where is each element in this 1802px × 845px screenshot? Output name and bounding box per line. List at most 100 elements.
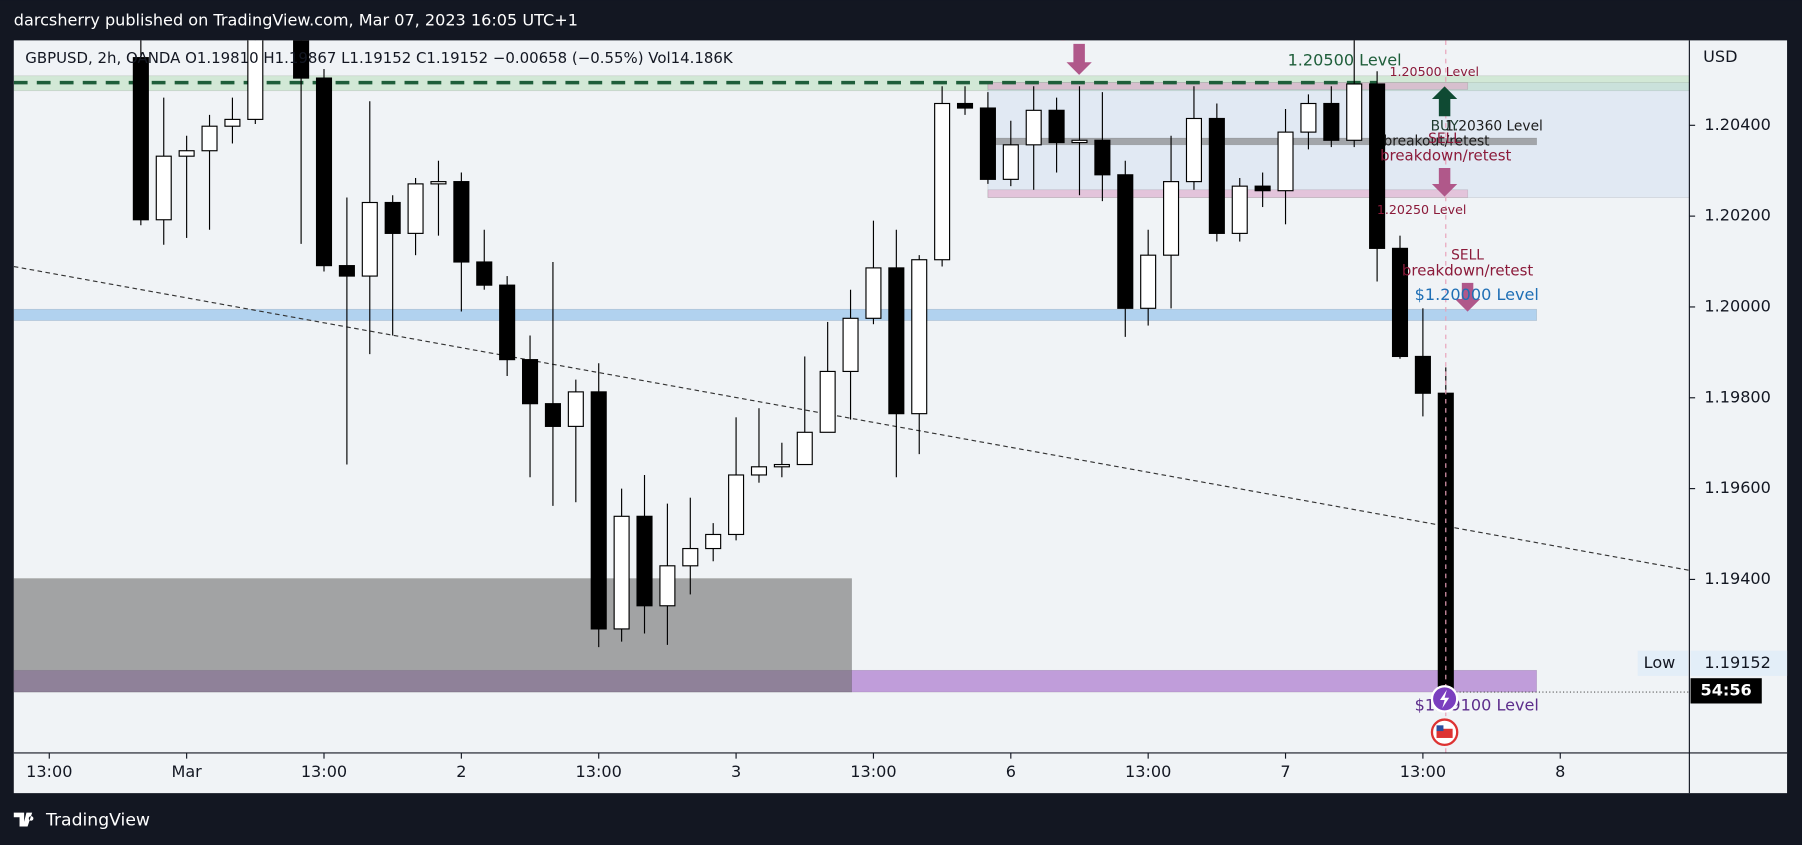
annotation-arrow [1066, 43, 1092, 75]
candle-body [453, 181, 470, 263]
arrow-shape [1454, 282, 1481, 312]
candle-body [842, 317, 859, 373]
y-tick-label: 1.19600 [1704, 478, 1771, 497]
candle-body [499, 284, 516, 361]
annotation-arrow [1431, 167, 1458, 197]
annotation-label: $1.20000 Level [1415, 285, 1539, 304]
candle-body [1369, 83, 1386, 249]
y-tick-label: 1.19400 [1704, 569, 1771, 588]
candle-body [1391, 247, 1409, 358]
symbol-legend: GBPUSD, 2h, OANDA O1.19810 H1.19867 L1.1… [25, 49, 734, 67]
low-price-badge [1690, 650, 1788, 676]
candle-body [705, 533, 722, 550]
candle-body [1002, 144, 1019, 180]
annotation-label: 1.20360 Level [1445, 119, 1543, 135]
candle-body [1094, 139, 1111, 176]
candle-body [1414, 355, 1431, 394]
candle-body [590, 391, 607, 630]
flag-stripes [1436, 728, 1453, 738]
price-zone [13, 578, 852, 693]
price-zone [987, 82, 1469, 90]
candle-body [224, 118, 241, 127]
candle-body [659, 565, 676, 607]
annotation-label: BUY [1431, 119, 1460, 135]
candle-body [1254, 185, 1271, 192]
candle-body [1071, 139, 1088, 144]
logo-icon [13, 812, 34, 827]
candle-body [636, 515, 653, 607]
candle-body [132, 57, 149, 221]
x-tick-label: 13:00 [850, 762, 896, 781]
candle-body [1185, 117, 1203, 183]
annotation-label: 1.20500 Level [1288, 51, 1402, 70]
x-tick-label: 7 [1280, 762, 1290, 781]
candle-body [1140, 254, 1157, 309]
candle-body [247, 40, 264, 120]
candle-body [979, 107, 996, 180]
y-tick-label: 1.20000 [1704, 296, 1771, 315]
axes: 1.19400 1.19600 1.19800 1.20000 1.20200 1.204… [26, 115, 1771, 781]
candle-body [430, 181, 447, 185]
candle-body [544, 403, 561, 427]
candle-body [338, 265, 355, 277]
low-price: 1.19152 [1704, 653, 1771, 672]
candle-body [361, 201, 378, 277]
candle-body [315, 77, 333, 267]
candle-body [934, 102, 951, 261]
candle-body [1117, 174, 1134, 309]
price-zone [13, 308, 1537, 321]
trendline [13, 265, 1690, 571]
y-tick-label: 1.20200 [1704, 206, 1771, 225]
candle-body [293, 40, 310, 79]
candle-body [1277, 131, 1294, 192]
brand-name: TradingView [45, 811, 150, 831]
candle-body [567, 391, 584, 427]
x-tick-label: 2 [456, 762, 466, 781]
countdown: 54:56 [1701, 680, 1752, 699]
x-tick-label: 6 [1006, 762, 1016, 781]
x-tick-label: 8 [1555, 762, 1565, 781]
candle-body [178, 150, 195, 157]
candle-body [865, 267, 882, 319]
currency-label: USD [1703, 47, 1737, 66]
candle-body [1300, 102, 1317, 133]
annotation-arrow [1431, 86, 1458, 117]
candle-body [682, 547, 699, 567]
annotation-label: breakdown/retest [1380, 146, 1511, 164]
y-tick-label: 1.20400 [1704, 115, 1771, 134]
arrow-shape [1066, 43, 1092, 75]
candle-body [407, 183, 424, 234]
arrow-shape [1431, 86, 1458, 117]
candle-body [888, 267, 905, 415]
candle-body [521, 359, 539, 405]
candle-body [613, 515, 630, 630]
price-zone [987, 189, 1469, 198]
x-tick-label: 13:00 [576, 762, 622, 781]
low-label: Low [1644, 653, 1676, 672]
y-tick-label: 1.19800 [1704, 387, 1771, 406]
candle-body [819, 370, 836, 433]
candle-body [1163, 181, 1180, 256]
annotation-label: breakdown/retest [1402, 261, 1533, 279]
x-tick-label: 13:00 [301, 762, 347, 781]
candle-body [728, 474, 745, 536]
annotation-label: selling pressure [1020, 23, 1138, 41]
plot-area: selling pressure [13, 23, 1690, 753]
candle-body [773, 463, 790, 468]
x-tick-label: Mar [171, 762, 202, 781]
candle-body [1048, 109, 1065, 144]
countdown-badge [1690, 678, 1762, 704]
x-tick-label: 13:00 [26, 762, 72, 781]
x-tick-label: 3 [731, 762, 741, 781]
author-line: darcsherry published on TradingView.com,… [14, 10, 578, 29]
low-badge [1637, 650, 1689, 676]
candle-body [1323, 102, 1340, 141]
candle-body [1231, 185, 1248, 234]
annotation-label: SELL [1428, 131, 1461, 147]
candle-body [796, 431, 813, 466]
arrow-shape [1431, 167, 1458, 197]
candle-body [476, 261, 493, 286]
candle-body [155, 155, 172, 221]
annotation-label: breakout/retest [1384, 134, 1491, 150]
